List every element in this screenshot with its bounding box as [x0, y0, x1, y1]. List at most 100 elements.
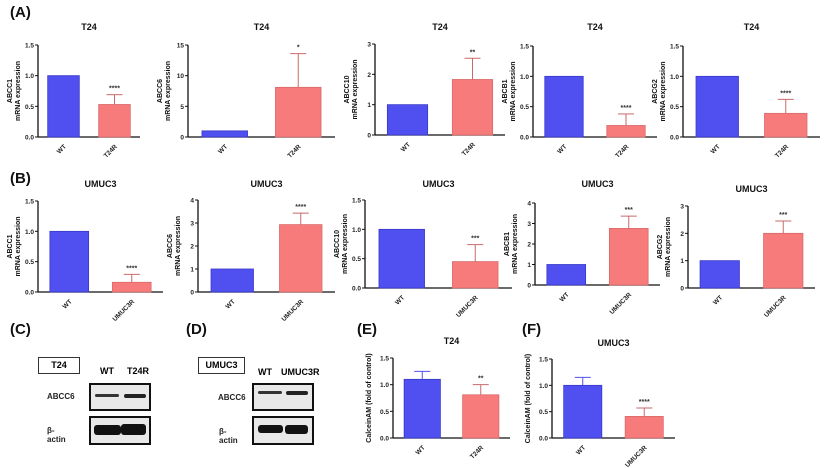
row-label: ABCC6	[218, 393, 246, 402]
x-tick-label: WT	[62, 298, 74, 310]
chart-title: UMUC3	[84, 179, 116, 189]
bar-t24r	[606, 125, 646, 138]
y-tick-label: 1.5	[539, 357, 548, 364]
y-tick-label: 0.0	[539, 436, 548, 443]
y-tick-label: 1.0	[25, 229, 34, 236]
x-tick-label: WT	[217, 143, 229, 155]
blot-beta-actin	[89, 416, 151, 445]
x-tick-label: WT	[400, 141, 412, 153]
y-tick-label: 1	[527, 262, 531, 269]
bar-umuc3r	[279, 224, 323, 293]
y-axis-label: mRNA expression	[342, 214, 349, 274]
row-label: β-actin	[219, 427, 238, 445]
blot-abcc6	[89, 383, 151, 411]
y-axis-label: mRNA expression	[175, 216, 182, 276]
y-tick-label: 2	[190, 244, 194, 251]
x-tick-label: WT	[575, 444, 587, 456]
significance-label: ****	[109, 86, 120, 93]
bar-umuc3r	[608, 228, 649, 286]
y-tick-label: 2	[367, 72, 371, 79]
y-tick-label: 0.0	[380, 436, 389, 443]
chart-title: T24	[744, 22, 760, 32]
significance-label: ***	[779, 212, 787, 219]
x-tick-label: T24R	[469, 444, 485, 460]
y-tick-label: 0.0	[25, 290, 34, 297]
x-tick-label: T24R	[461, 141, 477, 157]
significance-label: ****	[126, 265, 137, 272]
chart-b2: UMUC3 0 1 2 3 4 ABCC6 mRNA expression WT **** UMUC…	[167, 179, 335, 323]
y-tick-label: 0.5	[520, 104, 529, 111]
y-tick-label: 0.5	[380, 409, 389, 416]
y-tick-label: 0.5	[25, 104, 34, 111]
bar-wt	[49, 230, 90, 293]
y-axis-label: mRNA expression	[15, 216, 22, 276]
x-tick-label: WT	[559, 291, 571, 303]
y-axis-label: mRNA expression	[512, 214, 519, 274]
y-tick-label: 0	[190, 290, 194, 297]
chart-title: T24	[432, 22, 448, 32]
significance-label: ****	[295, 204, 306, 211]
x-tick-label: T24R	[103, 143, 119, 159]
chart-b3: UMUC3 0.0 0.5 1.0 1.5 ABCC10 mRNA expression WT…	[334, 179, 512, 319]
y-tick-label: 0.5	[25, 259, 34, 266]
y-tick-label: 1	[367, 102, 371, 109]
x-tick-label: WT	[710, 143, 722, 155]
y-tick-label: 3	[367, 42, 371, 49]
y-tick-label: 0.5	[539, 409, 548, 416]
y-axis-label: mRNA expression	[15, 61, 22, 121]
x-tick-label: WT	[415, 444, 427, 456]
y-tick-label: 0.0	[670, 135, 679, 142]
y-axis-label: ABCC10	[334, 230, 341, 258]
chart-a2: T24 0 5 10 15 ABCC6 mRNA expression WT * T24R	[157, 22, 335, 160]
chart-e: T24 0.0 0.5 1.0 1.5 CalceinAM (fold of contro…	[366, 336, 510, 461]
y-tick-label: 1.0	[670, 74, 679, 81]
y-tick-label: 3	[190, 221, 194, 228]
chart-a5: T24 0.0 0.5 1.0 1.5 ABCG2 mRNA expression WT ***…	[652, 22, 820, 160]
x-tick-label: WT	[556, 143, 568, 155]
panel-label-e: (E)	[357, 321, 377, 338]
bar-t24r	[764, 112, 808, 138]
significance-label: ****	[639, 399, 650, 406]
panel-label-a: (A)	[10, 4, 31, 21]
panel-label-f: (F)	[522, 321, 542, 338]
x-tick-label: T24R	[614, 143, 630, 159]
y-tick-label: 3	[680, 204, 684, 211]
panel-label-c: (C)	[10, 321, 31, 338]
panel-label-b: (B)	[10, 170, 31, 187]
significance-label: **	[470, 49, 476, 56]
bar-t24r	[451, 79, 494, 136]
y-tick-label: 1.0	[380, 382, 389, 389]
bar-umuc3r	[624, 416, 664, 439]
x-tick-label: UMUC3R	[455, 294, 480, 319]
bar-t24r	[98, 104, 131, 138]
y-axis-label: ABCC10	[344, 75, 351, 103]
y-tick-label: 0	[680, 286, 684, 293]
chart-title: T24	[587, 22, 603, 32]
chart-title: UMUC3	[597, 338, 629, 348]
lane-label: T24R	[127, 366, 150, 376]
y-tick-label: 1	[680, 258, 684, 265]
y-tick-label: 4	[190, 198, 194, 205]
y-tick-label: 2	[527, 242, 531, 249]
y-axis-label: mRNA expression	[165, 61, 172, 121]
y-tick-label: 2	[680, 231, 684, 238]
y-axis-label: ABCC6	[157, 79, 164, 103]
lane-label: WT	[258, 367, 272, 377]
chart-b5: UMUC3 0 1 2 3 ABCG2 mRNA expression WT *** UMUC3R	[657, 184, 815, 319]
x-tick-label: UMUC3R	[609, 291, 634, 316]
y-axis-label: ABCG2	[652, 79, 659, 104]
y-tick-label: 1.5	[670, 44, 679, 51]
significance-label: ***	[471, 236, 479, 243]
y-axis-label: mRNA expression	[660, 61, 667, 121]
y-tick-label: 0.0	[25, 135, 34, 142]
y-tick-label: 10	[177, 73, 185, 80]
y-axis-label: ABCC1	[7, 79, 14, 103]
bar-wt	[210, 268, 254, 293]
bar-wt	[563, 384, 603, 439]
bar-wt	[47, 75, 80, 138]
y-axis-label: ABCB1	[504, 232, 511, 256]
bar-umuc3r	[111, 281, 152, 293]
y-tick-label: 1.5	[352, 198, 361, 205]
